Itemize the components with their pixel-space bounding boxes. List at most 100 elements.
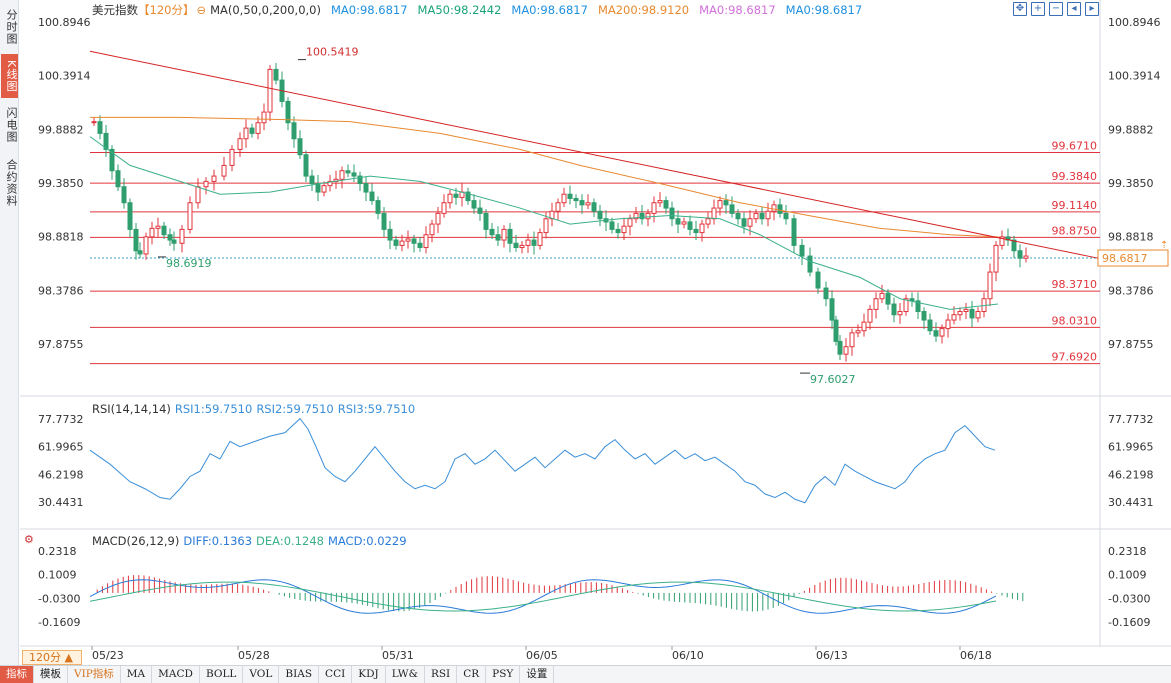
ma-value: MA200:98.9120 <box>597 3 690 17</box>
candle-body <box>495 234 501 241</box>
candle-body <box>303 154 309 177</box>
macd-axis-label-right: 0.2318 <box>1108 545 1147 558</box>
kline-chart[interactable]: 99.6710 99.3840 99.1140 98.8750 98.3710 98.03… <box>20 0 1171 664</box>
candle-body <box>357 175 363 185</box>
candle-body <box>115 170 121 188</box>
period-tag: 【120分】 <box>138 3 195 17</box>
indicator-tab[interactable]: RSI <box>425 666 458 683</box>
candle-body <box>873 298 879 310</box>
ma-values: MA0:98.6817 MA50:98.2442 MA0:98.6817 MA200:… <box>331 3 872 17</box>
candle-body <box>657 200 663 204</box>
indicator-tab[interactable]: CR <box>457 666 487 683</box>
candle-body <box>513 242 519 249</box>
candle-body <box>681 221 687 225</box>
price-header: 美元指数【120分】 ⊖ MA(0,50,0,200,0,0) MA0:98.6817… <box>92 2 882 18</box>
ma-value: MA0:98.6817 <box>511 3 588 17</box>
candle-body <box>519 244 525 249</box>
candle-body <box>411 238 417 244</box>
price-axis-label-right: 99.3850 <box>1108 177 1154 190</box>
settings-icon[interactable]: ⊖ <box>196 3 207 17</box>
candle-body <box>525 239 531 246</box>
prev-icon[interactable]: ◂ <box>1067 2 1081 16</box>
candle-body <box>109 148 115 172</box>
level-label: 98.3710 <box>1052 278 1098 291</box>
candle-body <box>291 122 297 140</box>
period-selector[interactable]: 120分 ▲ <box>22 650 82 665</box>
candle-body <box>393 239 399 246</box>
move-icon[interactable]: ✥ <box>1013 2 1027 16</box>
candle-body <box>729 204 735 214</box>
candle-body <box>717 200 723 209</box>
tab-timeshare[interactable]: 分时图 <box>5 9 18 45</box>
price-axis-label-left: 99.3850 <box>38 177 84 190</box>
macd-axis-label-left: 0.2318 <box>38 545 77 558</box>
candle-body <box>791 218 797 246</box>
candle-body <box>945 319 951 330</box>
ma-title: MA(0,50,0,200,0,0) <box>210 3 321 17</box>
candle-body <box>693 228 699 234</box>
indicator-tab[interactable]: LW& <box>386 666 425 683</box>
zoom-out-icon[interactable]: − <box>1049 2 1063 16</box>
candle-body <box>1017 250 1023 259</box>
indicator-tab[interactable]: VOL <box>243 666 280 683</box>
indicator-tab[interactable]: 设置 <box>520 666 555 683</box>
diff-value: DIFF:0.1363 <box>183 534 253 548</box>
indicator-tab[interactable]: 指标 <box>0 666 34 683</box>
candle-body <box>915 300 921 313</box>
chart-area[interactable]: 美元指数【120分】 ⊖ MA(0,50,0,200,0,0) MA0:98.6817… <box>20 0 1171 664</box>
candle-body <box>555 202 561 212</box>
rsi-axis-label-left: 46.2198 <box>38 468 84 481</box>
indicator-tab[interactable]: 模板 <box>34 666 68 683</box>
level-label: 99.6710 <box>1052 140 1098 153</box>
price-axis-label-left: 98.3786 <box>38 284 84 297</box>
macd-header: MACD(26,12,9) DIFF:0.1363 DEA:0.1248 MACD:0… <box>92 534 417 548</box>
candle-body <box>705 218 711 225</box>
indicator-tab[interactable]: CCI <box>319 666 353 683</box>
price-axis-label-left: 98.8818 <box>38 231 84 244</box>
level-label: 98.8750 <box>1052 224 1098 237</box>
price-axis-label-left: 100.3914 <box>38 70 91 83</box>
rsi2-value: RSI2:59.7510 <box>256 402 334 416</box>
tab-kline[interactable]: K线图 <box>1 54 18 98</box>
candle-body <box>897 311 903 316</box>
candle-body <box>399 240 405 246</box>
rsi-axis-label-right: 61.9965 <box>1108 441 1154 454</box>
candle-body <box>441 202 447 214</box>
indicator-tab[interactable]: MACD <box>152 666 200 683</box>
candle-body <box>447 193 453 204</box>
indicator-tab[interactable]: KDJ <box>352 666 386 683</box>
indicator-tab[interactable]: MA <box>121 666 153 683</box>
candle-body <box>627 218 633 227</box>
tab-flash-chart[interactable]: 闪电图 <box>5 107 18 143</box>
ma-value: MA50:98.2442 <box>417 3 502 17</box>
candle-body <box>221 164 227 177</box>
candle-body <box>309 175 315 185</box>
candle-body <box>465 191 471 202</box>
macd-settings-icon[interactable]: ⚙ <box>24 533 34 546</box>
candle-body <box>327 180 333 187</box>
candle-body <box>837 340 843 355</box>
candle-body <box>315 183 321 193</box>
candle-body <box>735 212 741 220</box>
candle-body <box>321 185 327 193</box>
price-axis-label-left: 99.8882 <box>38 123 84 136</box>
ma200-line <box>90 116 999 238</box>
indicator-tab[interactable]: PSY <box>486 666 521 683</box>
indicator-tab[interactable]: BOLL <box>200 666 244 683</box>
candle-body <box>161 225 167 236</box>
left-tab-strip: 分时图 K线图 闪电图 合约资料 <box>0 0 19 683</box>
macd-axis-label-right: -0.1609 <box>1108 616 1150 629</box>
zoom-in-icon[interactable]: + <box>1031 2 1045 16</box>
candle-body <box>969 308 975 319</box>
candle-body <box>195 186 201 204</box>
next-icon[interactable]: ▸ <box>1085 2 1099 16</box>
candle-body <box>267 68 273 113</box>
date-label: 06/10 <box>672 649 704 662</box>
candle-body <box>591 202 597 212</box>
tab-contract-info[interactable]: 合约资料 <box>5 159 18 207</box>
candle-body <box>171 239 177 244</box>
indicator-tab[interactable]: BIAS <box>279 666 320 683</box>
indicator-tab[interactable]: VIP指标 <box>68 666 121 683</box>
rsi-header: RSI(14,14,14) RSI1:59.7510 RSI2:59.7510 RSI… <box>92 402 425 416</box>
date-label: 06/18 <box>960 649 992 662</box>
